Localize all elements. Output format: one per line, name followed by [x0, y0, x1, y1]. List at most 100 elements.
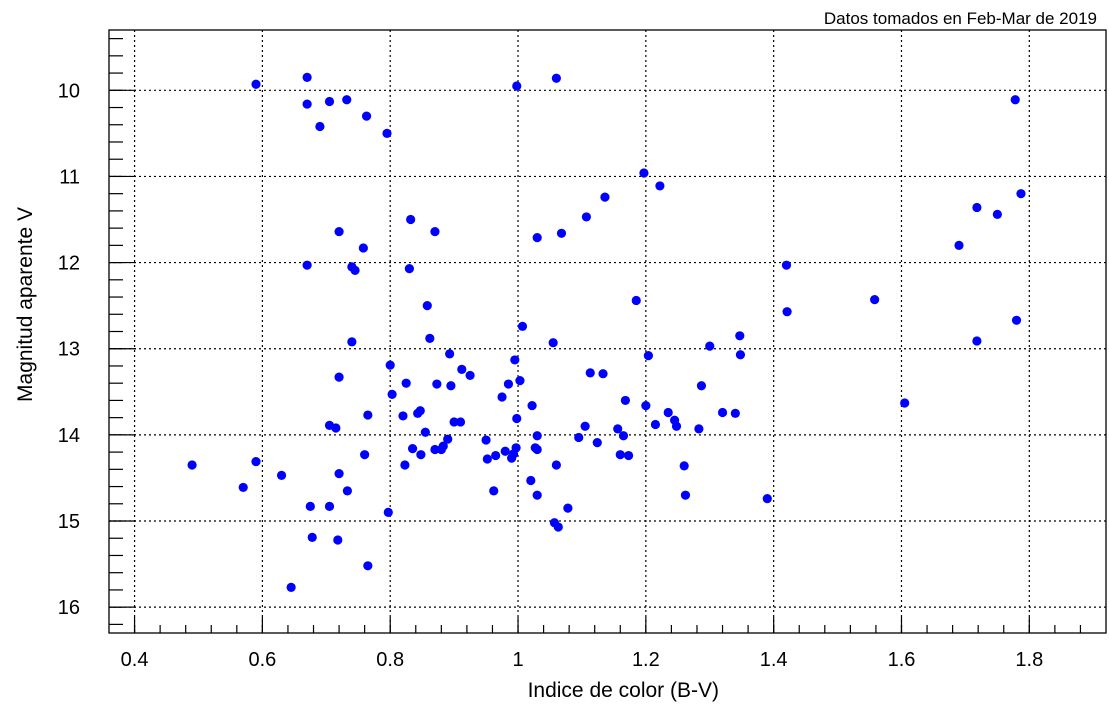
data-point — [416, 450, 426, 460]
data-point — [251, 79, 261, 89]
data-point — [735, 331, 745, 341]
x-tick-label: 1.6 — [888, 649, 916, 671]
data-point — [491, 450, 501, 461]
data-point — [420, 427, 430, 437]
data-point — [781, 260, 792, 270]
data-point — [449, 417, 459, 427]
data-point — [307, 532, 317, 542]
data-point — [400, 460, 410, 470]
data-point — [438, 441, 448, 451]
data-point — [696, 381, 707, 391]
data-point — [302, 72, 312, 82]
data-point — [187, 460, 197, 470]
data-point — [532, 431, 542, 441]
y-tick-label: 14 — [58, 425, 80, 447]
data-point — [639, 168, 649, 178]
data-point — [527, 400, 537, 411]
data-point — [406, 214, 416, 225]
data-point — [383, 507, 393, 517]
data-point — [342, 486, 352, 496]
data-point — [972, 336, 982, 346]
x-tick-label: 0.4 — [121, 649, 149, 671]
y-tick-label: 16 — [58, 597, 80, 619]
data-point — [600, 192, 610, 202]
data-point — [694, 424, 704, 434]
data-point — [457, 364, 467, 375]
y-tick-label: 11 — [59, 166, 80, 188]
y-tick-label: 12 — [58, 253, 80, 275]
data-point — [972, 202, 982, 213]
data-point — [333, 535, 343, 545]
data-point — [404, 264, 414, 274]
data-point — [465, 370, 475, 381]
x-tick-label: 1.4 — [760, 649, 788, 671]
data-point — [446, 381, 456, 391]
data-point — [623, 450, 634, 461]
data-point — [512, 81, 522, 91]
data-point — [358, 243, 368, 253]
data-point — [286, 582, 296, 592]
data-point — [482, 454, 492, 464]
data-point — [363, 561, 373, 571]
data-point — [401, 378, 411, 388]
data-point — [532, 490, 542, 500]
data-point — [324, 96, 335, 107]
data-point — [613, 424, 623, 434]
data-point — [717, 407, 728, 418]
data-point — [574, 432, 584, 443]
data-point — [870, 295, 880, 305]
data-point — [407, 444, 418, 454]
data-point — [581, 212, 592, 222]
data-point — [361, 111, 372, 121]
data-point — [592, 438, 602, 448]
data-point — [430, 226, 440, 237]
data-point — [347, 337, 357, 347]
data-point — [302, 260, 312, 270]
data-point — [782, 307, 792, 317]
data-point — [580, 421, 590, 431]
data-point — [563, 503, 573, 513]
data-point — [334, 469, 344, 479]
data-point — [387, 389, 397, 399]
data-point — [503, 379, 514, 389]
data-point — [342, 95, 352, 105]
data-point — [598, 369, 608, 379]
data-point — [1010, 95, 1020, 105]
data-point — [432, 379, 442, 389]
y-tick-label: 13 — [58, 339, 80, 361]
data-point — [992, 209, 1002, 219]
x-axis-title: Indice de color (B-V) — [528, 679, 719, 702]
y-tick-labels: 10 11 12 13 14 15 16 — [58, 80, 80, 619]
data-point — [443, 434, 453, 444]
data-point — [455, 417, 466, 427]
x-tick-labels: 0.4 0.6 0.8 1 1.2 1.4 1.6 1.8 — [121, 649, 1044, 671]
x-tick-label: 1.2 — [632, 649, 660, 671]
chart-subtitle: Datos tomados en Feb-Mar de 2019 — [824, 9, 1097, 28]
data-point — [532, 444, 542, 455]
data-point — [315, 121, 325, 132]
data-point — [422, 301, 432, 311]
data-point — [735, 350, 746, 360]
data-point — [385, 360, 395, 370]
data-point — [515, 376, 525, 386]
data-point — [398, 411, 408, 421]
y-tick-label: 10 — [58, 80, 80, 102]
data-point — [1011, 315, 1022, 325]
data-point — [425, 333, 435, 343]
data-point — [497, 392, 507, 402]
data-point — [430, 444, 440, 455]
data-point — [631, 295, 641, 306]
data-point — [445, 349, 455, 359]
data-point — [500, 446, 510, 456]
data-point — [730, 408, 740, 418]
data-point — [363, 410, 373, 420]
plot-frame — [108, 29, 1107, 634]
data-point — [1016, 189, 1026, 199]
data-point — [302, 99, 312, 109]
data-point — [360, 450, 370, 460]
data-point — [585, 368, 595, 378]
data-point — [305, 501, 315, 511]
data-point — [532, 233, 542, 243]
x-tick-label: 0.6 — [248, 649, 276, 671]
